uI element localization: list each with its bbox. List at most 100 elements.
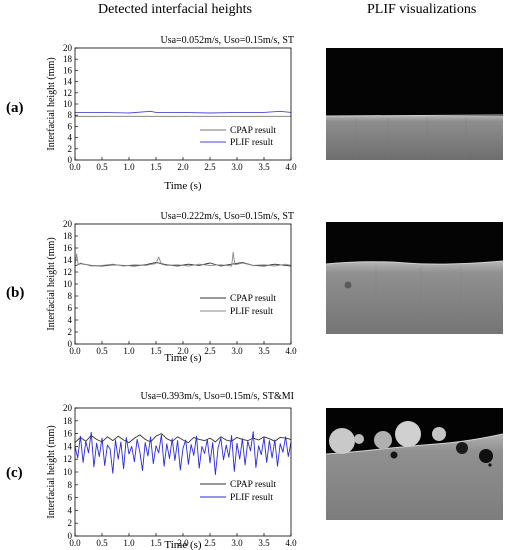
y-tick-label: 2 <box>68 518 73 528</box>
legend-label-cpap-c: CPAP result <box>230 480 276 490</box>
y-tick-label: 4 <box>68 505 73 515</box>
chart-c-frame <box>74 407 292 537</box>
chart-a-xlabel: Time (s) <box>164 180 202 192</box>
y-tick-label: 2 <box>68 144 73 154</box>
y-tick-label: 14 <box>63 441 73 451</box>
legend-label-plif-a: PLIF result <box>230 138 273 148</box>
plif-image-c <box>326 408 503 520</box>
y-tick-label: 10 <box>63 99 73 109</box>
y-tick-label: 16 <box>63 429 73 439</box>
x-tick-label: 3.5 <box>258 538 270 548</box>
legend-label-cpap-b: CPAP result <box>230 294 276 304</box>
series-line-plif-result <box>75 110 292 114</box>
x-tick-label: 0.5 <box>96 162 108 172</box>
y-tick-label: 20 <box>63 219 73 229</box>
chart-a-title: Usa=0.052m/s, Uso=0.15m/s, ST <box>160 35 294 46</box>
chart-a-ylabel: Interfacial height (mm) <box>46 57 57 150</box>
y-tick-label: 16 <box>63 65 73 75</box>
x-tick-label: 1.5 <box>150 346 162 356</box>
y-tick-label: 20 <box>63 403 73 413</box>
x-tick-label: 2.5 <box>204 538 216 548</box>
x-tick-label: 3.0 <box>231 346 243 356</box>
x-tick-label: 2.0 <box>177 162 189 172</box>
chart-b-frame <box>74 223 292 345</box>
y-tick-label: 6 <box>68 121 73 131</box>
chart-c-ylabel: Interfacial height (mm) <box>46 425 57 518</box>
x-tick-label: 3.0 <box>231 538 243 548</box>
y-tick-label: 8 <box>68 110 73 120</box>
y-tick-label: 12 <box>63 267 72 277</box>
chart-c-xlabel: Time (s) <box>164 539 202 550</box>
y-tick-label: 12 <box>63 454 72 464</box>
chart-b-legend: CPAP result PLIF result <box>200 294 276 317</box>
x-tick-label: 0.0 <box>69 346 81 356</box>
chart-b-series <box>74 251 292 267</box>
panel-label-c: (c) <box>6 465 23 481</box>
y-tick-label: 16 <box>63 243 73 253</box>
chart-c-legend: CPAP result PLIF result <box>200 480 276 503</box>
y-tick-label: 18 <box>63 416 73 426</box>
x-tick-label: 1.5 <box>150 162 162 172</box>
y-tick-label: 12 <box>63 88 72 98</box>
legend-label-plif-b: PLIF result <box>230 307 273 317</box>
x-tick-label: 1.0 <box>123 538 135 548</box>
x-tick-label: 1.0 <box>123 162 135 172</box>
panel-label-a: (a) <box>6 100 24 116</box>
y-tick-label: 18 <box>63 54 73 64</box>
x-tick-label: 1.0 <box>123 346 135 356</box>
x-tick-label: 0.0 <box>69 162 81 172</box>
series-line-plif-result <box>74 251 292 267</box>
y-tick-label: 8 <box>68 291 73 301</box>
y-tick-label: 8 <box>68 480 73 490</box>
x-tick-label: 0.5 <box>96 538 108 548</box>
y-tick-label: 6 <box>68 493 73 503</box>
chart-panel-b: Usa=0.222m/s, Uso=0.15m/s, ST 0.0 0.5 1.0 1… <box>0 206 300 371</box>
chart-c-axes: 0.0 0.5 1.0 1.5 2.0 2.5 3.0 3.5 4.0 0 2 4 6 8 10 12 14 16… <box>63 403 297 548</box>
legend-label-plif-c: PLIF result <box>230 493 273 503</box>
x-tick-label: 2.0 <box>177 346 189 356</box>
chart-b-axes: 0.0 0.5 1.0 1.5 2.0 2.5 3.0 3.5 4.0 0 2 4 6 8 10 12 14 16… <box>63 219 297 356</box>
chart-a-series <box>75 110 292 117</box>
x-tick-label: 3.5 <box>258 346 270 356</box>
y-tick-label: 10 <box>63 467 73 477</box>
y-tick-label: 0 <box>68 155 73 165</box>
series-line-cpap-result <box>74 433 292 444</box>
x-tick-label: 0.0 <box>69 538 81 548</box>
chart-b-ylabel: Interfacial height (mm) <box>46 237 57 330</box>
x-tick-label: 2.0 <box>177 538 189 548</box>
x-tick-label: 4.0 <box>285 162 297 172</box>
y-tick-label: 4 <box>68 315 73 325</box>
y-tick-label: 0 <box>68 339 73 349</box>
y-tick-label: 14 <box>63 255 73 265</box>
y-tick-label: 0 <box>68 531 73 541</box>
y-tick-label: 2 <box>68 327 73 337</box>
chart-c-title: Usa=0.393m/s, Uso=0.15m/s, ST&MI <box>140 391 294 402</box>
chart-a-svg: Usa=0.052m/s, Uso=0.15m/s, ST 0.0 0.5 1.0 1… <box>46 35 297 192</box>
plif-image-b <box>326 222 503 334</box>
chart-b-title: Usa=0.222m/s, Uso=0.15m/s, ST <box>160 211 294 222</box>
chart-c-series <box>74 431 292 476</box>
chart-panel-c: Usa=0.393m/s, Uso=0.15m/s, ST&MI 0.0 0.5 1… <box>0 386 300 550</box>
x-tick-label: 4.0 <box>285 346 297 356</box>
y-tick-label: 14 <box>63 77 73 87</box>
x-tick-label: 3.5 <box>258 162 270 172</box>
series-line-plif-result <box>74 431 292 476</box>
chart-c-svg: Usa=0.393m/s, Uso=0.15m/s, ST&MI 0.0 0.5 1… <box>46 391 297 550</box>
x-tick-label: 4.0 <box>285 538 297 548</box>
chart-panel-a: Usa=0.052m/s, Uso=0.15m/s, ST 0.0 0.5 1.0 1… <box>0 30 300 195</box>
x-tick-label: 2.5 <box>204 346 216 356</box>
chart-b-xlabel: Time (s) <box>164 352 202 364</box>
x-tick-label: 3.0 <box>231 162 243 172</box>
x-tick-label: 1.5 <box>150 538 162 548</box>
panel-label-b: (b) <box>6 285 25 301</box>
heading-plif-visualizations: PLIF visualizations <box>367 2 477 17</box>
x-tick-label: 0.5 <box>96 346 108 356</box>
y-tick-label: 10 <box>63 279 73 289</box>
chart-a-legend: CPAP result PLIF result <box>200 126 276 148</box>
y-tick-label: 20 <box>63 43 73 53</box>
y-tick-label: 6 <box>68 303 73 313</box>
legend-label-cpap-a: CPAP result <box>230 126 276 136</box>
chart-b-svg: Usa=0.222m/s, Uso=0.15m/s, ST 0.0 0.5 1.0 1… <box>46 211 297 364</box>
chart-a-frame <box>74 47 292 161</box>
